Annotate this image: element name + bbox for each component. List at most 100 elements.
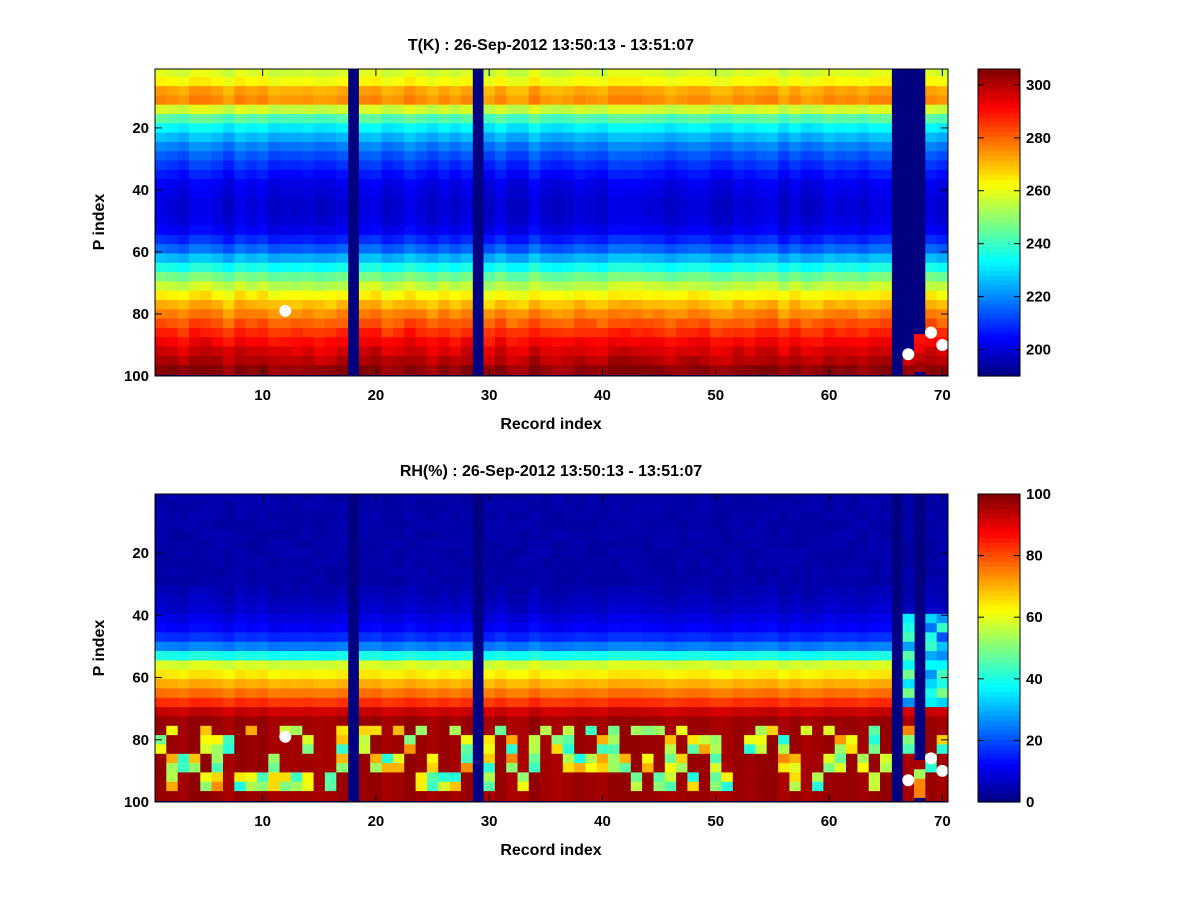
heatmap-cell xyxy=(732,141,745,152)
heatmap-cell xyxy=(676,744,688,755)
heatmap-cell xyxy=(415,169,428,180)
heatmap-cell xyxy=(506,595,519,605)
heatmap-cell xyxy=(177,688,190,699)
heatmap-cell xyxy=(268,132,281,143)
heatmap-cell xyxy=(200,114,213,124)
heatmap-cell xyxy=(223,132,235,143)
heatmap-cell xyxy=(676,772,688,783)
heatmap-cell xyxy=(460,623,473,633)
heatmap-cell xyxy=(166,318,179,329)
heatmap-cell xyxy=(268,753,281,764)
heatmap-cell xyxy=(687,327,700,338)
heatmap-cell xyxy=(551,309,564,320)
heatmap-cell xyxy=(778,114,790,124)
heatmap-cell xyxy=(789,86,802,96)
heatmap-cell xyxy=(438,346,451,357)
heatmap-cell xyxy=(676,576,688,587)
heatmap-cell xyxy=(868,688,881,699)
colorbar-tick-label: 80 xyxy=(1026,548,1043,565)
heatmap-cell xyxy=(710,244,722,255)
heatmap-cell xyxy=(234,669,247,680)
heatmap-cell xyxy=(800,69,813,78)
heatmap-cell xyxy=(925,716,938,727)
heatmap-cell xyxy=(664,309,677,320)
heatmap-cell xyxy=(732,716,745,727)
heatmap-cell xyxy=(857,679,870,689)
heatmap-cell xyxy=(834,707,847,717)
heatmap-cell xyxy=(449,104,462,115)
heatmap-cell xyxy=(687,272,700,282)
heatmap-cell xyxy=(426,660,439,671)
heatmap-cell xyxy=(200,197,213,208)
heatmap-cell xyxy=(562,576,575,587)
heatmap-cell xyxy=(223,494,235,503)
heatmap-cell xyxy=(483,188,496,199)
heatmap-cell xyxy=(234,679,247,689)
heatmap-cell xyxy=(404,494,417,503)
heatmap-cell xyxy=(177,632,190,643)
heatmap-cell xyxy=(676,160,688,171)
heatmap-cell xyxy=(710,529,722,540)
heatmap-cell xyxy=(223,123,235,134)
heatmap-cell xyxy=(687,735,700,745)
heatmap-cell xyxy=(358,309,371,320)
heatmap-cell xyxy=(800,660,813,671)
heatmap-cell xyxy=(506,511,519,521)
heatmap-cell xyxy=(358,123,371,134)
heatmap-cell xyxy=(177,753,190,764)
heatmap-cell xyxy=(902,529,915,540)
heatmap-cell xyxy=(766,95,779,106)
heatmap-cell xyxy=(245,141,258,152)
heatmap-cell xyxy=(653,744,666,755)
colorbar-tick-label: 20 xyxy=(1026,732,1043,749)
heatmap-cell xyxy=(676,318,688,329)
heatmap-cell xyxy=(551,327,564,338)
heatmap-cell xyxy=(846,197,858,208)
heatmap-cell xyxy=(608,179,620,189)
heatmap-cell xyxy=(528,567,541,577)
heatmap-cell xyxy=(823,511,836,521)
heatmap-cell xyxy=(494,623,507,633)
colorbar-tick-label: 300 xyxy=(1026,77,1051,94)
heatmap-cell xyxy=(223,632,235,643)
heatmap-cell xyxy=(166,225,179,236)
heatmap-cell xyxy=(755,791,768,801)
heatmap-cell xyxy=(868,132,881,143)
heatmap-cell xyxy=(268,529,281,540)
heatmap-cell xyxy=(619,669,632,680)
heatmap-cell xyxy=(528,281,541,292)
heatmap-cell xyxy=(460,548,473,559)
heatmap-cell xyxy=(166,494,179,503)
heatmap-cell xyxy=(494,309,507,320)
heatmap-cell xyxy=(177,763,190,773)
heatmap-cell xyxy=(279,679,292,689)
heatmap-cell xyxy=(925,651,938,661)
heatmap-cell xyxy=(630,95,643,106)
heatmap-cell xyxy=(279,281,292,292)
heatmap-cell xyxy=(766,576,779,587)
heatmap-cell xyxy=(744,69,756,78)
heatmap-cell xyxy=(460,337,473,348)
heatmap-cell xyxy=(438,660,451,671)
heatmap-cell xyxy=(268,281,281,292)
heatmap-cell xyxy=(732,511,745,521)
heatmap-cell xyxy=(211,216,224,227)
heatmap-cell xyxy=(834,318,847,329)
data-marker xyxy=(279,730,292,743)
heatmap-cell xyxy=(902,595,915,605)
heatmap-cell xyxy=(517,197,530,208)
heatmap-cell xyxy=(313,548,326,559)
heatmap-cell xyxy=(664,272,677,282)
heatmap-cell xyxy=(200,272,213,282)
heatmap-cell xyxy=(268,613,281,624)
heatmap-cell xyxy=(834,725,847,736)
heatmap-cell xyxy=(880,104,892,115)
heatmap-cell xyxy=(596,632,609,643)
heatmap-cell xyxy=(166,557,179,568)
colorbar-swatch xyxy=(978,720,1020,726)
heatmap-cell xyxy=(302,669,315,680)
heatmap-cell xyxy=(392,104,405,115)
heatmap-cell xyxy=(925,346,938,357)
heatmap-cell xyxy=(540,781,553,792)
heatmap-cell xyxy=(721,69,734,78)
